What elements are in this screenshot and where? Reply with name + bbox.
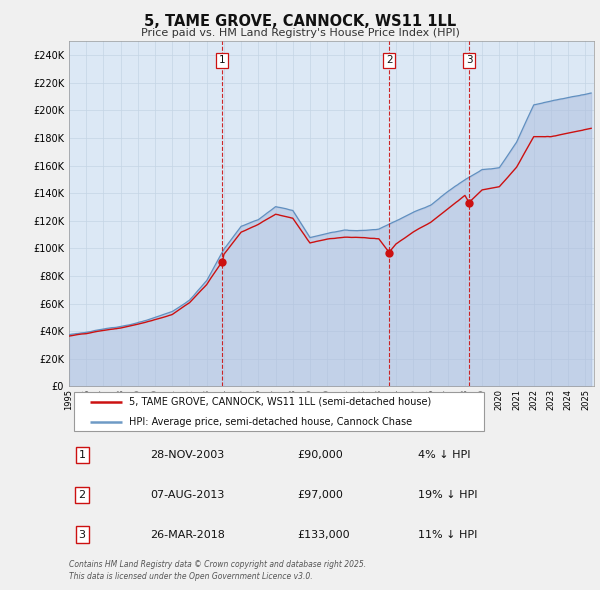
Text: £97,000: £97,000 xyxy=(298,490,343,500)
FancyBboxPatch shape xyxy=(74,392,484,431)
Text: 2: 2 xyxy=(79,490,86,500)
Text: 1: 1 xyxy=(219,55,226,65)
Text: 11% ↓ HPI: 11% ↓ HPI xyxy=(418,530,478,540)
Text: 28-NOV-2003: 28-NOV-2003 xyxy=(151,450,224,460)
Text: 1: 1 xyxy=(79,450,86,460)
Text: 07-AUG-2013: 07-AUG-2013 xyxy=(151,490,225,500)
Text: HPI: Average price, semi-detached house, Cannock Chase: HPI: Average price, semi-detached house,… xyxy=(130,417,413,427)
Text: £133,000: £133,000 xyxy=(298,530,350,540)
Text: 3: 3 xyxy=(466,55,472,65)
Text: 2: 2 xyxy=(386,55,392,65)
Text: 4% ↓ HPI: 4% ↓ HPI xyxy=(418,450,470,460)
Text: 19% ↓ HPI: 19% ↓ HPI xyxy=(418,490,478,500)
Text: Price paid vs. HM Land Registry's House Price Index (HPI): Price paid vs. HM Land Registry's House … xyxy=(140,28,460,38)
Text: £90,000: £90,000 xyxy=(298,450,343,460)
Text: 5, TAME GROVE, CANNOCK, WS11 1LL: 5, TAME GROVE, CANNOCK, WS11 1LL xyxy=(144,14,456,30)
Text: Contains HM Land Registry data © Crown copyright and database right 2025.
This d: Contains HM Land Registry data © Crown c… xyxy=(69,560,366,581)
Text: 3: 3 xyxy=(79,530,86,540)
Text: 5, TAME GROVE, CANNOCK, WS11 1LL (semi-detached house): 5, TAME GROVE, CANNOCK, WS11 1LL (semi-d… xyxy=(130,397,431,407)
Text: 26-MAR-2018: 26-MAR-2018 xyxy=(151,530,225,540)
